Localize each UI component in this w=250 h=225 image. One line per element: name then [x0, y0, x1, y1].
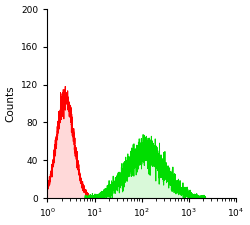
Y-axis label: Counts: Counts [6, 85, 16, 122]
